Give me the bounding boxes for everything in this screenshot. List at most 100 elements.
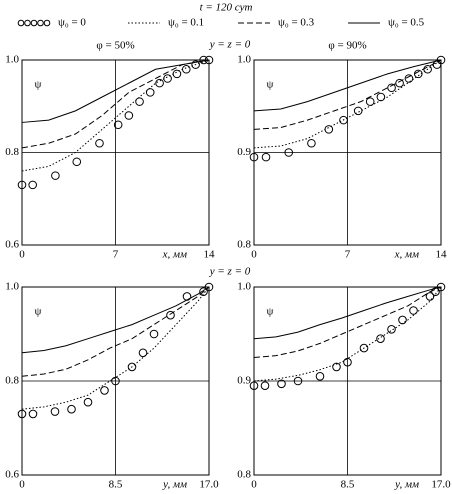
marker	[332, 362, 341, 372]
x-tick-label: 14	[436, 249, 448, 261]
marker	[138, 348, 148, 358]
y-tick-label: 0.8	[5, 146, 19, 158]
series-line	[21, 286, 210, 377]
marker	[409, 306, 418, 315]
x-tick-label: 0	[251, 479, 257, 491]
y-tick-label: 1.0	[5, 54, 19, 66]
y-tick-label: 0.8	[5, 375, 19, 387]
y-tick-label: 0.9	[237, 375, 251, 387]
marker	[261, 152, 271, 162]
marker	[260, 381, 270, 391]
marker	[387, 325, 396, 334]
x-axis-label: x, мм	[394, 249, 419, 261]
series-line	[253, 286, 442, 382]
marker	[395, 78, 404, 88]
marker	[376, 92, 386, 102]
y-tick-label: 0.6	[5, 469, 19, 481]
marker	[353, 106, 363, 116]
y-axis-label: ψ	[35, 79, 42, 91]
marker	[67, 404, 76, 414]
x-tick-label: 0	[251, 249, 257, 261]
marker	[324, 125, 334, 134]
marker	[111, 376, 120, 386]
x-tick-label: 8.5	[109, 479, 123, 491]
x-axis-label: x, мм	[162, 249, 187, 261]
legend-marker	[17, 19, 25, 27]
x-tick-label: 0	[19, 249, 25, 261]
marker	[155, 78, 164, 88]
legend-label: ψ₀ = 0.5	[388, 17, 425, 29]
y-tick-label: 1.0	[5, 281, 19, 293]
marker	[113, 120, 123, 130]
marker	[376, 334, 385, 344]
marker	[365, 97, 375, 106]
marker	[95, 138, 104, 148]
y-tick-label: 1.0	[237, 281, 251, 293]
marker	[172, 69, 182, 79]
x-axis-label: y, мм	[394, 479, 419, 491]
marker	[413, 69, 423, 79]
marker	[72, 157, 82, 167]
marker	[277, 379, 286, 389]
x-tick-label: 14	[204, 249, 216, 261]
series-line	[253, 59, 442, 112]
y-tick-label: 0.6	[5, 239, 19, 251]
legend-marker	[24, 19, 31, 27]
series-line	[21, 286, 210, 410]
marker	[343, 357, 352, 367]
series-line	[253, 286, 442, 340]
marker	[293, 376, 303, 386]
legend-marker	[37, 19, 44, 27]
marker	[387, 83, 396, 93]
marker	[127, 362, 137, 372]
marker	[249, 152, 259, 162]
series-line	[21, 59, 210, 149]
marker	[28, 180, 37, 190]
y-tick-label: 0.8	[237, 239, 251, 251]
marker	[145, 88, 155, 97]
legend-marker	[30, 19, 38, 27]
marker	[315, 372, 325, 381]
marker	[135, 97, 144, 106]
series-line	[253, 59, 442, 149]
marker	[284, 148, 294, 157]
legend-label: ψ₀ = 0.1	[168, 17, 204, 29]
marker	[204, 282, 214, 292]
y-axis-label: ψ	[267, 79, 274, 91]
marker	[17, 409, 27, 419]
y-axis-label: ψ	[267, 306, 274, 318]
figure-title: t = 120 сут	[200, 2, 253, 14]
y-tick-label: 0.8	[237, 469, 251, 481]
marker	[404, 74, 414, 83]
marker	[204, 55, 214, 65]
marker	[28, 409, 38, 419]
series-line	[253, 59, 442, 130]
series-line	[21, 286, 210, 354]
x-tick-label: 7	[113, 249, 119, 261]
marker	[249, 381, 259, 391]
x-tick-label: 17.0	[199, 479, 219, 491]
annotation: y = z = 0	[209, 39, 251, 51]
marker	[307, 138, 316, 148]
x-axis-label: y, мм	[162, 479, 187, 491]
marker	[124, 111, 134, 120]
series-line	[253, 286, 442, 358]
marker	[436, 55, 446, 65]
marker	[398, 315, 407, 325]
marker	[199, 287, 208, 297]
marker	[436, 282, 446, 292]
legend-marker	[43, 19, 51, 27]
marker	[17, 180, 27, 190]
x-tick-label: 0	[19, 479, 25, 491]
marker	[83, 397, 93, 407]
annotation: y = z = 0	[209, 266, 251, 278]
marker	[359, 343, 369, 353]
subplot-title: φ = 90%	[328, 40, 366, 52]
x-tick-label: 8.5	[341, 479, 355, 491]
y-axis-label: ψ	[35, 306, 42, 318]
marker	[191, 60, 200, 69]
y-tick-label: 1.0	[237, 54, 251, 66]
y-tick-label: 0.9	[237, 146, 251, 158]
x-tick-label: 7	[345, 249, 351, 261]
